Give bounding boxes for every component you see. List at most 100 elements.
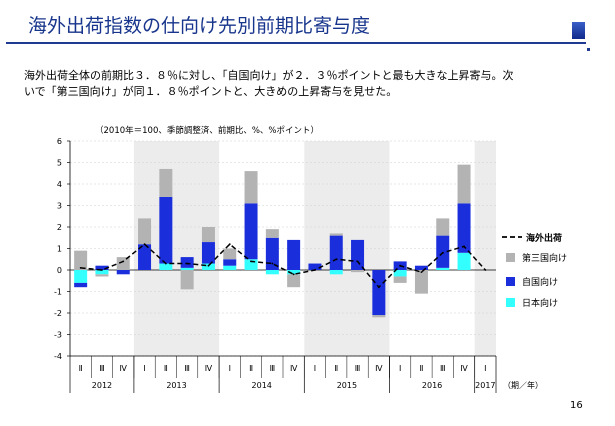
bar-own-country <box>457 203 471 253</box>
bar-own-country <box>265 237 279 270</box>
y-tick-label: -3 <box>54 331 62 340</box>
total-point <box>377 286 380 289</box>
total-point <box>79 266 82 269</box>
year-label-2012: 2012 <box>92 381 112 390</box>
y-tick-label: 5 <box>57 159 62 168</box>
total-point <box>101 269 103 271</box>
total-point <box>356 260 359 263</box>
legend-label-japan: 日本向け <box>522 297 558 309</box>
quarter-label: Ⅰ <box>143 364 145 373</box>
y-tick-label: -2 <box>54 309 62 318</box>
legend-label-total: 海外出荷 <box>526 232 562 244</box>
total-line <box>80 243 486 289</box>
total-point <box>463 245 465 248</box>
bar-third-country <box>414 270 428 294</box>
bar-third-country <box>287 274 301 288</box>
summary-text: 海外出荷全体の前期比３．８％に対し、「自国向け」が２．３％ポイントと最も大きな上… <box>24 68 599 100</box>
bar-own-country <box>74 282 88 288</box>
bar-japan <box>287 270 301 275</box>
quarter-label: Ⅱ <box>419 364 423 373</box>
legend-swatch-japan <box>506 298 515 307</box>
y-tick-label: -1 <box>54 288 62 297</box>
total-point <box>143 243 146 246</box>
year-label-2015: 2015 <box>337 381 357 390</box>
total-point <box>186 262 189 265</box>
title-accent-square <box>572 22 585 39</box>
quarter-label: Ⅲ <box>270 364 276 373</box>
y-tick-label: 1 <box>57 245 62 254</box>
axes: 2012 2013 2014 2015 2016 2017 6 5 4 3 2 1 0 -1 -2 -3 -4 Ⅱ… <box>54 137 543 393</box>
quarter-label: Ⅲ <box>184 364 190 373</box>
bar-japan <box>436 267 450 270</box>
legend-label-own-country: 自国向け <box>522 276 558 288</box>
bar-japan <box>457 252 471 270</box>
year-label-2016: 2016 <box>422 381 442 390</box>
bar-third-country <box>393 276 407 283</box>
page-title: 海外出荷指数の仕向け先別前期比寄与度 <box>28 15 371 37</box>
bar-own-country <box>244 203 258 260</box>
legend-label-third-country: 第三国向け <box>522 252 567 264</box>
total-line-group <box>79 243 487 289</box>
bar-own-country <box>201 242 215 264</box>
bar-third-country <box>265 229 279 238</box>
page-number: 16 <box>570 400 583 411</box>
bar-japan <box>74 270 88 283</box>
year-label-2014: 2014 <box>252 381 272 390</box>
y-tick-label: 4 <box>57 180 62 189</box>
y-tick-label: -4 <box>54 352 62 361</box>
chart-note: （2010年＝100、季節調整済、前期比、%、%ポイント） <box>95 125 319 136</box>
quarter-label: Ⅲ <box>355 364 361 373</box>
bar-third-country <box>138 218 152 245</box>
total-point <box>292 273 295 276</box>
summary-line-2: いで「第三国向け」が同１．８％ポイントと、大きめの上昇寄与を見せた。 <box>24 85 398 98</box>
bar-third-country <box>159 168 173 197</box>
bar-japan <box>201 263 215 270</box>
bar-third-country <box>180 270 194 290</box>
total-point <box>164 262 167 265</box>
bar-own-country <box>95 265 109 270</box>
quarter-label: Ⅰ <box>229 364 231 373</box>
bar-own-country <box>287 239 301 270</box>
bar-own-country <box>138 244 152 270</box>
bar-third-country <box>329 233 343 236</box>
title-accent-dot <box>587 48 590 51</box>
total-point <box>314 269 316 271</box>
y-tick-label: 6 <box>57 137 62 146</box>
year-shade-2017 <box>474 141 496 356</box>
bars <box>74 164 471 318</box>
bar-own-country <box>372 270 386 316</box>
bar-own-country <box>351 239 365 270</box>
y-tick-label: 3 <box>57 202 62 211</box>
title-bar: 海外出荷指数の仕向け先別前期比寄与度 <box>6 8 590 51</box>
bar-third-country <box>116 257 130 270</box>
summary-line-1: 海外出荷全体の前期比３．８％に対し、「自国向け」が２．３％ポイントと最も大きな上… <box>24 69 514 82</box>
quarter-label: Ⅲ <box>99 364 105 373</box>
total-point <box>122 260 125 263</box>
quarter-label: Ⅱ <box>249 364 253 373</box>
quarter-label: Ⅳ <box>205 364 213 373</box>
bar-own-country <box>180 257 194 268</box>
bar-own-country <box>223 259 237 266</box>
bar-third-country <box>457 164 471 204</box>
bar-japan <box>223 265 237 270</box>
y-tick-label: 0 <box>57 266 62 275</box>
y-tick-label: 2 <box>57 223 62 232</box>
bar-own-country <box>116 270 130 275</box>
total-point <box>207 264 210 267</box>
quarter-label: Ⅳ <box>460 364 468 373</box>
quarter-label: Ⅱ <box>79 364 83 373</box>
quarter-label: Ⅳ <box>120 364 128 373</box>
bar-own-country <box>436 235 450 268</box>
bar-japan <box>329 270 343 275</box>
bar-japan <box>180 267 194 270</box>
legend-swatch-third-country <box>506 253 515 262</box>
bar-third-country <box>436 218 450 236</box>
total-point <box>228 243 231 246</box>
quarter-label: Ⅳ <box>290 364 298 373</box>
bar-japan <box>265 270 279 275</box>
bar-third-country <box>201 227 215 243</box>
bar-own-country <box>414 265 428 270</box>
total-point <box>441 251 444 254</box>
bar-japan <box>393 270 407 277</box>
